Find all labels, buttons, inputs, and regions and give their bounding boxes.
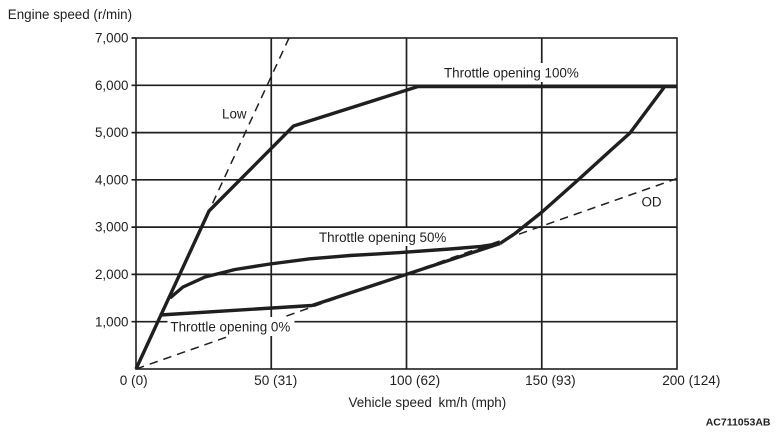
svg-text:Throttle opening 0%: Throttle opening 0% [170, 319, 290, 334]
svg-text:km/h (mph): km/h (mph) [439, 395, 507, 410]
svg-text:Throttle opening 50%: Throttle opening 50% [319, 230, 446, 245]
svg-text:Low: Low [222, 106, 247, 121]
svg-text:Throttle opening 100%: Throttle opening 100% [444, 66, 579, 81]
svg-text:0 (0): 0 (0) [120, 373, 148, 388]
svg-text:1,000: 1,000 [95, 314, 129, 329]
svg-text:200 (124): 200 (124) [662, 373, 720, 388]
svg-text:150 (93): 150 (93) [525, 373, 576, 388]
svg-text:Vehicle speed: Vehicle speed [349, 395, 432, 410]
svg-text:OD: OD [642, 195, 662, 210]
svg-text:50 (31): 50 (31) [254, 373, 297, 388]
svg-text:2,000: 2,000 [95, 267, 129, 282]
svg-text:AC711053AB: AC711053AB [706, 417, 771, 429]
svg-text:5,000: 5,000 [95, 125, 129, 140]
svg-text:3,000: 3,000 [95, 220, 129, 235]
svg-text:100 (62): 100 (62) [389, 373, 440, 388]
svg-text:4,000: 4,000 [95, 172, 129, 187]
svg-text:6,000: 6,000 [95, 78, 129, 93]
svg-text:Engine speed (r/min): Engine speed (r/min) [8, 7, 132, 22]
svg-text:7,000: 7,000 [95, 31, 129, 46]
